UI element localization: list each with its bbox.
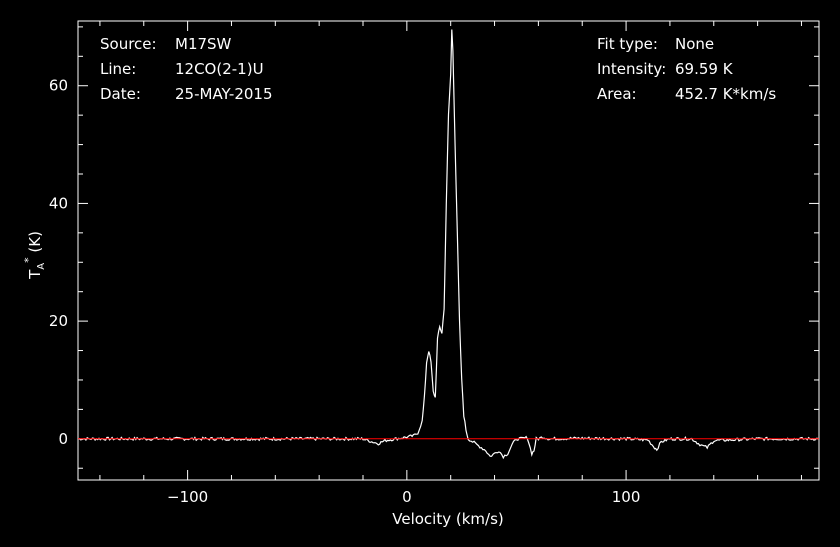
line-label: Line: (100, 60, 137, 78)
y-axis-label: TA* (K) (22, 231, 47, 280)
area-row: Area: 452.7 K*km/s (597, 82, 776, 107)
intensity-value: 69.59 K (675, 60, 733, 78)
fit-value: None (675, 35, 715, 53)
y-tick-label: 20 (49, 312, 68, 330)
area-label: Area: (597, 85, 637, 103)
y-tick-label: 40 (49, 194, 68, 212)
date-row: Date: 25-MAY-2015 (100, 82, 273, 107)
x-tick-label: 0 (402, 488, 412, 506)
info-panel-right: Fit type: None Intensity: 69.59 K Area: 452… (597, 32, 776, 107)
y-tick-label: 60 (49, 77, 68, 95)
svg-text:TA* (K): TA* (K) (22, 231, 47, 280)
intensity-label: Intensity: (597, 60, 667, 78)
source-label: Source: (100, 35, 157, 53)
source-row: Source: M17SW (100, 32, 273, 57)
x-axis-label: Velocity (km/s) (392, 510, 503, 528)
info-panel-left: Source: M17SW Line: 12CO(2-1)U Date: 25-MAY… (100, 32, 273, 107)
intensity-row: Intensity: 69.59 K (597, 57, 776, 82)
fit-row: Fit type: None (597, 32, 776, 57)
y-tick-label: 0 (58, 430, 68, 448)
plot-frame (77, 20, 820, 481)
x-tick-label: −100 (167, 488, 208, 506)
fit-label: Fit type: (597, 35, 658, 53)
line-row: Line: 12CO(2-1)U (100, 57, 273, 82)
source-value: M17SW (175, 35, 232, 53)
date-label: Date: (100, 85, 141, 103)
date-value: 25-MAY-2015 (175, 85, 273, 103)
area-value: 452.7 K*km/s (675, 85, 777, 103)
line-value: 12CO(2-1)U (175, 60, 264, 78)
x-tick-label: 100 (612, 488, 641, 506)
